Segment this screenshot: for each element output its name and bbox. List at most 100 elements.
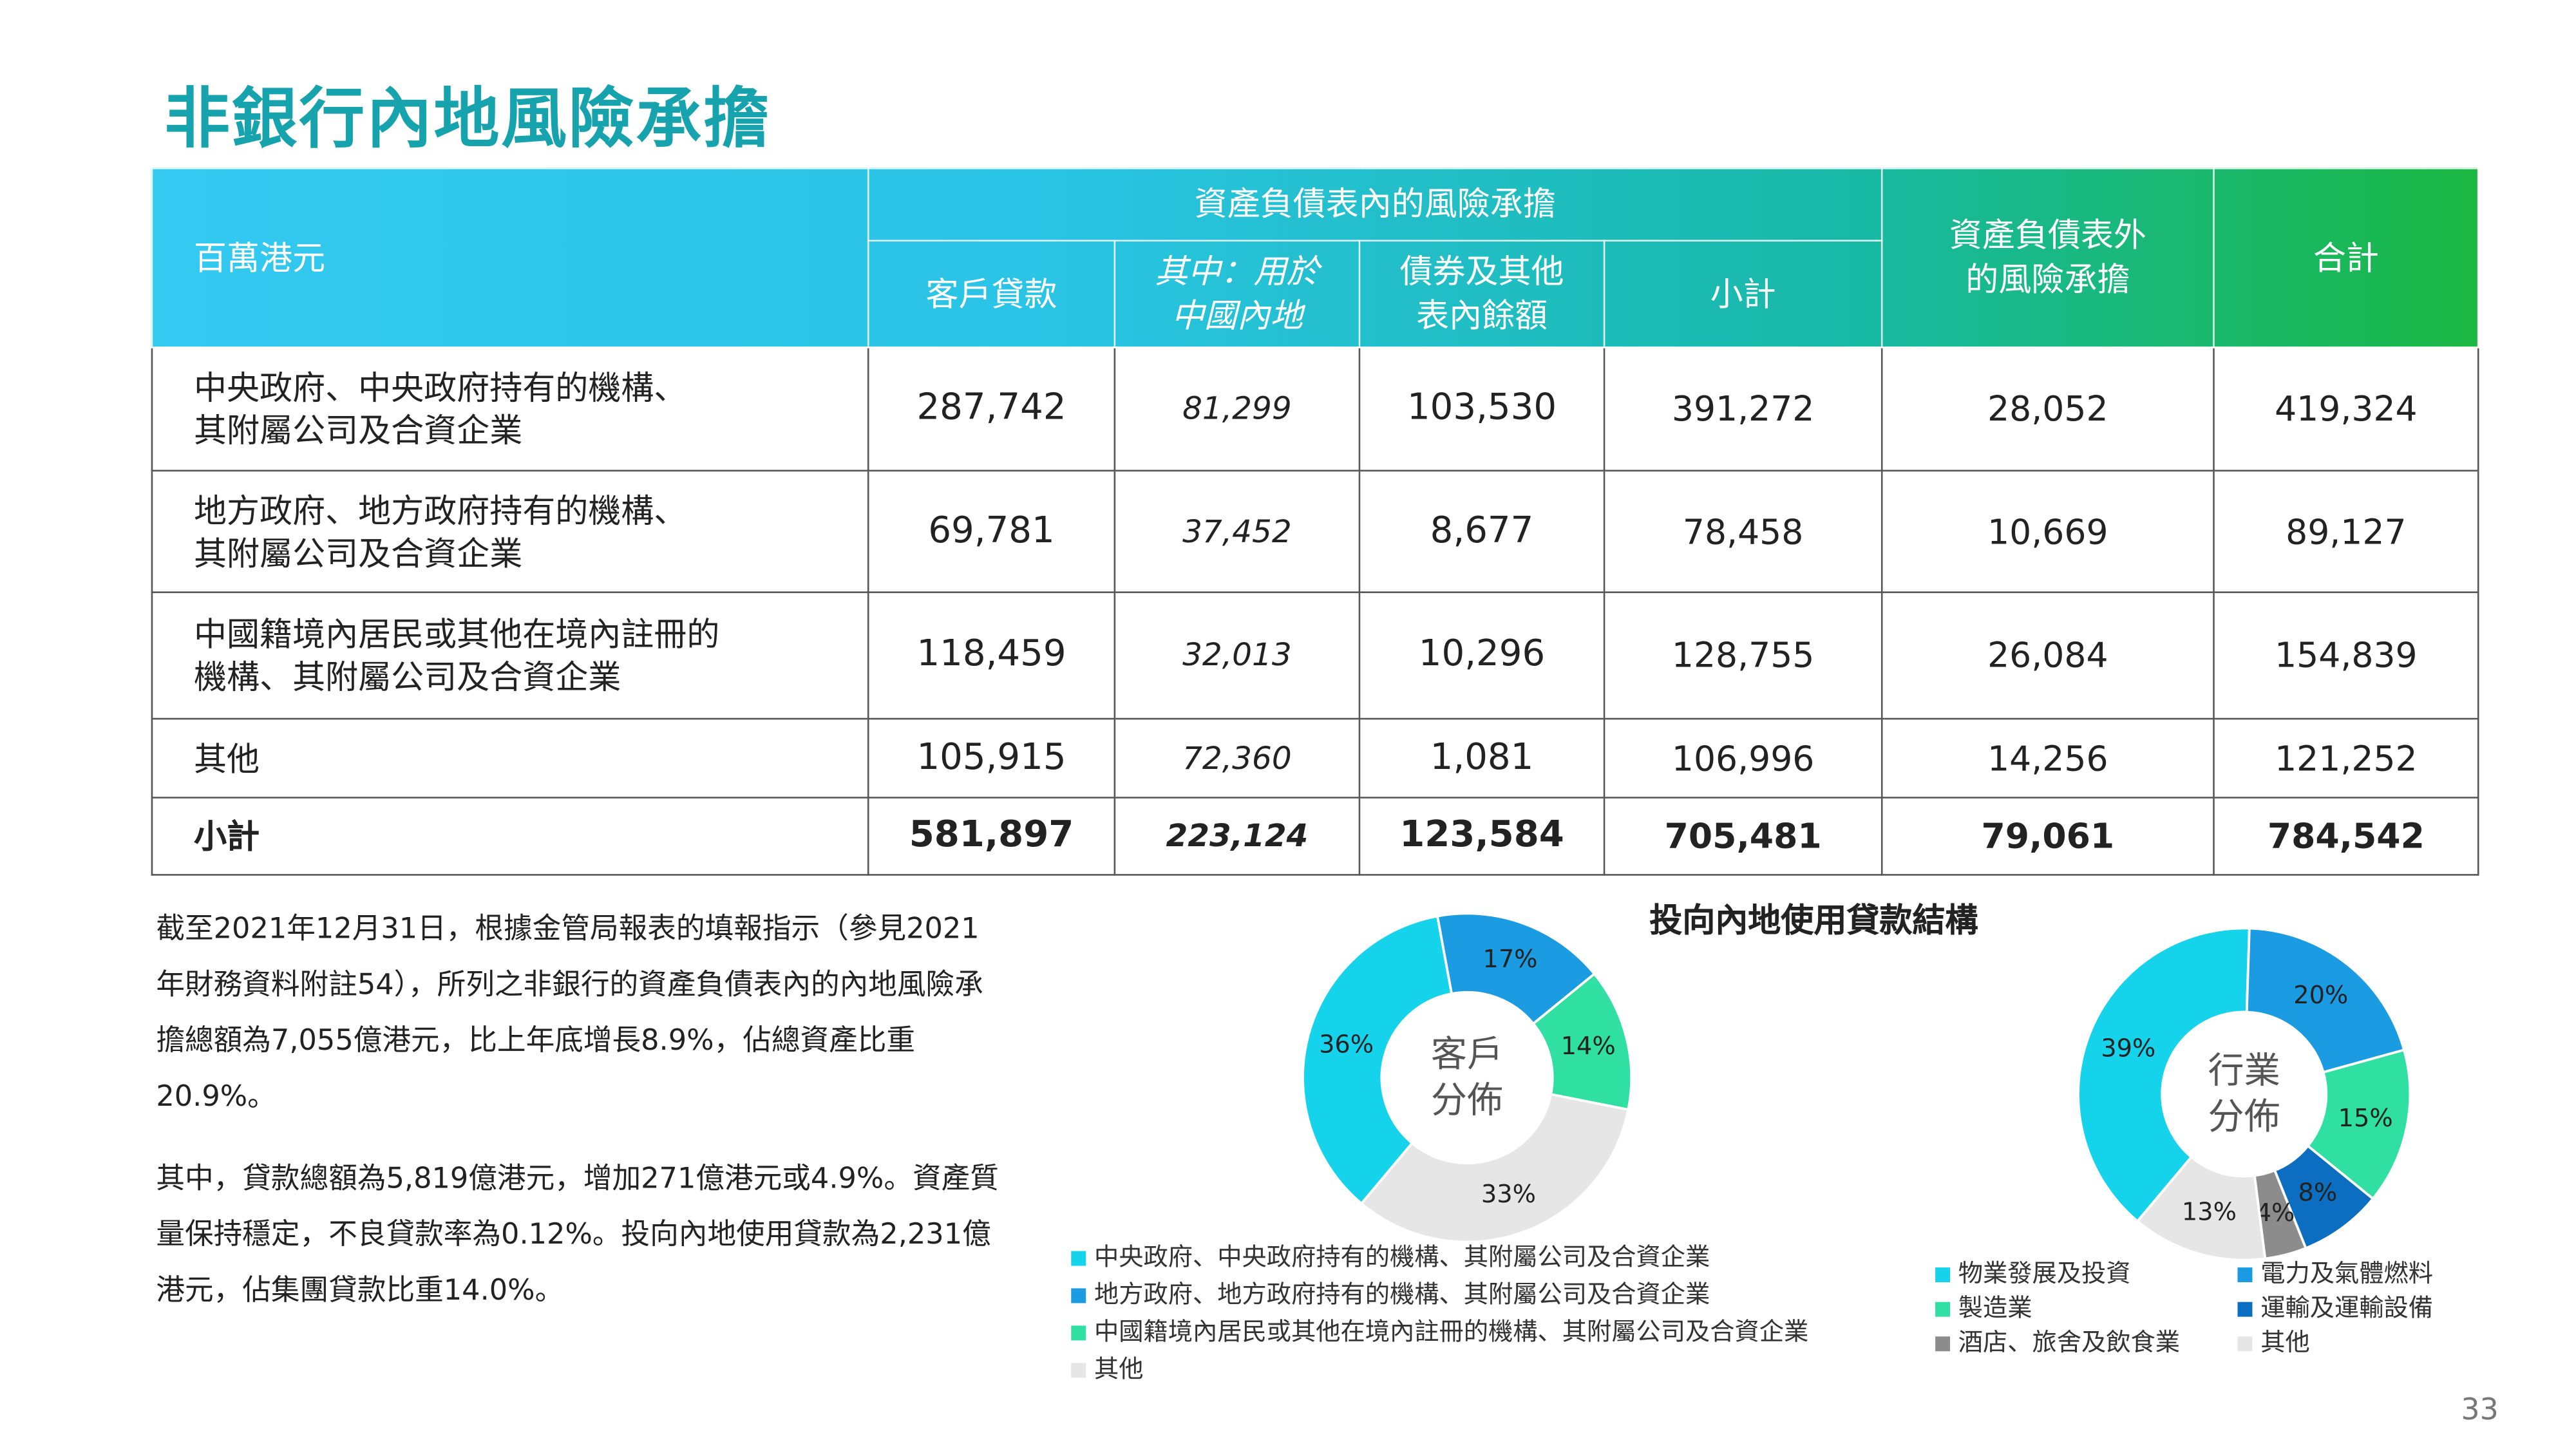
legend-swatch <box>1935 1336 1951 1352</box>
donut-hole <box>2163 1013 2325 1175</box>
header-cell: 其中：用於 中國內地 <box>1113 240 1361 348</box>
row-label: 中央政府、中央政府持有的機構、 其附屬公司及合資企業 <box>151 346 869 472</box>
table-cell: 10,296 <box>1358 591 1605 720</box>
legend-label: 電力及氣體燃料 <box>2260 1259 2433 1288</box>
legend-swatch <box>1071 1325 1086 1341</box>
donut-slice <box>2136 1155 2267 1262</box>
row-label: 地方政府、地方政府持有的機構、 其附屬公司及合資企業 <box>151 469 869 593</box>
table-cell: 69,781 <box>867 469 1116 593</box>
header-cell: 百萬港元 <box>151 167 869 348</box>
slice-label: 4% <box>2256 1198 2295 1227</box>
exposure-table: 百萬港元 資產負債表內的風險承擔 資產負債表外 的風險承擔 合計 客戶貸款 其中：用於 中… <box>151 167 2479 876</box>
slice-label: 33% <box>1481 1180 1536 1209</box>
donut-slice <box>2245 927 2406 1074</box>
slice-label: 8% <box>2298 1179 2338 1208</box>
header-cell: 合計 <box>2213 167 2479 348</box>
legend-label: 其他 <box>2260 1328 2310 1357</box>
table-cell: 10,669 <box>1880 469 2215 593</box>
table-row: 中國籍境內居民或其他在境內註冊的 機構、其附屬公司及合資企業 118,459 32,… <box>151 591 2479 720</box>
table-row: 其他 105,915 72,360 1,081 106,996 14,256 121,252 <box>151 717 2479 799</box>
table-cell: 391,272 <box>1603 346 1883 472</box>
donut-hole <box>1383 994 1551 1162</box>
legend-label: 酒店、旅舍及飲食業 <box>1958 1328 2180 1357</box>
legend-swatch <box>2237 1302 2253 1317</box>
table-cell: 118,459 <box>867 591 1116 720</box>
donut-slice <box>1302 914 1454 1206</box>
legend-swatch <box>1071 1251 1086 1266</box>
table-cell: 581,897 <box>867 797 1116 876</box>
header-cell: 債券及其他 表內餘額 <box>1358 240 1605 348</box>
donut-slice <box>1359 1092 1630 1244</box>
legend-label: 地方政府、地方政府持有的機構、其附屬公司及合資企業 <box>1094 1280 1710 1309</box>
table-cell: 103,530 <box>1358 346 1605 472</box>
legend-label: 製造業 <box>1958 1294 2032 1323</box>
table-cell: 28,052 <box>1880 346 2215 472</box>
legend-swatch <box>1935 1302 1951 1317</box>
legend-swatch <box>1071 1288 1086 1303</box>
header-row: 百萬港元 資產負債表內的風險承擔 資產負債表外 的風險承擔 合計 <box>151 167 2479 348</box>
donut-slice <box>2077 927 2251 1224</box>
legend-swatch <box>2237 1336 2253 1352</box>
table-cell: 123,584 <box>1358 797 1605 876</box>
slice-label: 15% <box>2338 1104 2393 1133</box>
donut-slice <box>1435 912 1596 1026</box>
legend-label: 其他 <box>1094 1354 1143 1383</box>
table-cell: 223,124 <box>1113 797 1361 876</box>
header-cell: 資產負債表內的風險承擔 <box>867 167 1883 242</box>
table-cell: 78,458 <box>1603 469 1883 593</box>
table-row: 中央政府、中央政府持有的機構、 其附屬公司及合資企業 287,742 81,299 1… <box>151 346 2479 472</box>
center-label: 分佈 <box>2208 1096 2280 1138</box>
legend-label: 物業發展及投資 <box>1958 1259 2131 1288</box>
table-cell: 121,252 <box>2213 717 2479 799</box>
table-cell: 72,360 <box>1113 717 1361 799</box>
table-cell: 154,839 <box>2213 591 2479 720</box>
legend-swatch <box>2237 1267 2253 1283</box>
table-cell: 89,127 <box>2213 469 2479 593</box>
legend-label: 中央政府、中央政府持有的機構、其附屬公司及合資企業 <box>1094 1243 1710 1272</box>
chart-heading: 投向內地使用貸款結構 <box>1649 900 1978 940</box>
row-label: 小計 <box>151 797 869 876</box>
slide-title: 非銀行內地風險承擔 <box>164 82 771 158</box>
table-cell: 26,084 <box>1880 591 2215 720</box>
table-cell: 419,324 <box>2213 346 2479 472</box>
table-row: 小計 581,897 223,124 123,584 705,481 79,061 784,… <box>151 797 2479 876</box>
header-cell: 小計 <box>1603 240 1883 348</box>
note-paragraph: 截至2021年12月31日，根據金管局報表的填報指示（參見2021年財務資料附註… <box>156 913 983 1114</box>
header-row: 客戶貸款 其中：用於 中國內地 債券及其他 表內餘額 小計 <box>152 240 2478 348</box>
note-paragraph: 其中，貸款總額為5,819億港元，增加271億港元或4.9%。資產質量保持穩定，… <box>156 1163 999 1308</box>
table-cell: 81,299 <box>1113 346 1361 472</box>
slice-label: 14% <box>1561 1032 1616 1061</box>
table-cell: 1,081 <box>1358 717 1605 799</box>
legend-label: 中國籍境內居民或其他在境內註冊的機構、其附屬公司及合資企業 <box>1094 1317 1808 1346</box>
center-label: 分佈 <box>1431 1079 1503 1121</box>
slice-label: 17% <box>1482 945 1537 974</box>
table-cell: 8,677 <box>1358 469 1605 593</box>
center-label: 行業 <box>2208 1050 2280 1092</box>
legend-swatch <box>1935 1267 1951 1283</box>
row-label: 其他 <box>151 717 869 799</box>
slice-label: 39% <box>2101 1034 2155 1063</box>
table-row: 地方政府、地方政府持有的機構、 其附屬公司及合資企業 69,781 37,452 8,… <box>151 469 2479 593</box>
table-cell: 106,996 <box>1603 717 1883 799</box>
slice-label: 36% <box>1319 1030 1374 1059</box>
page-number: 33 <box>2461 1393 2499 1428</box>
table-cell: 128,755 <box>1603 591 1883 720</box>
table-cell: 287,742 <box>867 346 1116 472</box>
center-label: 客戶 <box>1431 1034 1503 1075</box>
table-cell: 79,061 <box>1880 797 2215 876</box>
header-cell: 資產負債表外 的風險承擔 <box>1880 167 2215 348</box>
row-label: 中國籍境內居民或其他在境內註冊的 機構、其附屬公司及合資企業 <box>151 591 869 720</box>
donut-slice <box>2306 1048 2412 1201</box>
slice-label: 20% <box>2293 981 2348 1010</box>
header-cell: 客戶貸款 <box>867 240 1116 348</box>
table-cell: 784,542 <box>2213 797 2479 876</box>
table-cell: 37,452 <box>1113 469 1361 593</box>
legend-swatch <box>1071 1363 1086 1378</box>
legend-label: 運輸及運輸設備 <box>2260 1294 2433 1323</box>
table-cell: 705,481 <box>1603 797 1883 876</box>
table-cell: 14,256 <box>1880 717 2215 799</box>
table-cell: 105,915 <box>867 717 1116 799</box>
